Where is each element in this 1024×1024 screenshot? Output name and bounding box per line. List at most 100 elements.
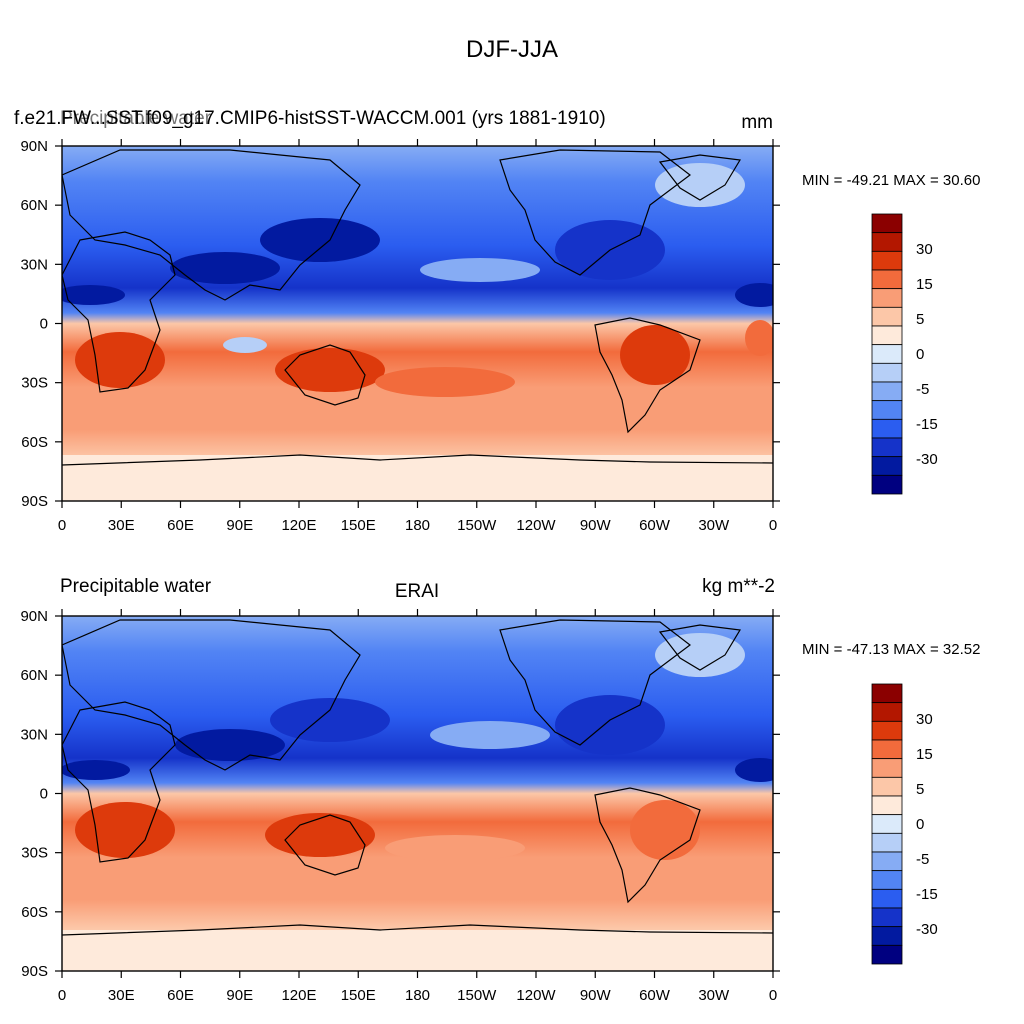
field-blob xyxy=(270,698,390,742)
x-tick-label: 120E xyxy=(281,517,316,534)
colorbar-swatch xyxy=(871,456,903,476)
x-tick-label: 30W xyxy=(698,517,730,534)
colorbar-swatch xyxy=(871,720,903,741)
panel2-variable-title: Precipitable water xyxy=(60,576,212,597)
y-tick-label: 60S xyxy=(21,904,48,921)
field-blob xyxy=(620,325,690,385)
y-tick-label: 90N xyxy=(20,138,48,155)
colorbar-swatch xyxy=(871,269,903,290)
colorbar-swatch xyxy=(871,795,903,816)
x-tick-label: 0 xyxy=(58,517,66,534)
field-blob xyxy=(655,633,745,677)
x-tick-label: 90W xyxy=(580,987,612,1004)
x-tick-label: 150W xyxy=(457,517,497,534)
y-tick-label: 0 xyxy=(40,316,48,333)
colorbar-swatch xyxy=(871,702,903,722)
colorbar-swatch xyxy=(871,362,903,383)
y-tick-label: 0 xyxy=(40,786,48,803)
colorbar-label: -15 xyxy=(916,416,938,433)
colorbar-label: 0 xyxy=(916,816,924,833)
x-tick-label: 150W xyxy=(457,987,497,1004)
y-tick-label: 90S xyxy=(21,963,48,980)
colorbar-label: 30 xyxy=(916,711,933,728)
y-tick-label: 60N xyxy=(20,667,48,684)
coastlines xyxy=(62,149,773,466)
field-blob xyxy=(223,337,267,353)
x-tick-label: 0 xyxy=(769,987,777,1004)
colorbar-swatch xyxy=(871,814,903,834)
colorbar-swatch xyxy=(871,325,903,346)
x-tick-label: 150E xyxy=(341,987,376,1004)
field-blob xyxy=(62,760,130,780)
coastline-south-america xyxy=(594,787,701,904)
x-tick-label: 180 xyxy=(405,517,430,534)
coastline-africa xyxy=(62,701,176,863)
coastline-eurasia xyxy=(62,149,361,301)
x-tick-label: 60W xyxy=(639,987,671,1004)
field-blob xyxy=(62,285,125,305)
field-blob xyxy=(175,729,285,761)
x-tick-label: 180 xyxy=(405,987,430,1004)
x-tick-label: 90W xyxy=(580,517,612,534)
colorbar-label: -30 xyxy=(916,921,938,938)
coastline-north-america xyxy=(499,149,691,276)
coastlines xyxy=(62,619,773,936)
colorbar-swatch xyxy=(871,739,903,760)
colorbar-swatch xyxy=(871,344,903,364)
y-tick-label: 30N xyxy=(20,256,48,273)
field-blob xyxy=(420,258,540,282)
x-tick-label: 60W xyxy=(639,517,671,534)
colorbar-swatch xyxy=(871,418,903,439)
x-tick-label: 30E xyxy=(108,987,135,1004)
map-field xyxy=(62,616,773,971)
coastline-australia xyxy=(284,344,366,406)
field-blob xyxy=(260,218,380,262)
field-band xyxy=(62,455,773,501)
field-blob xyxy=(555,695,665,755)
x-tick-label: 60E xyxy=(167,987,194,1004)
coastline-africa xyxy=(62,231,176,393)
colorbar-swatch xyxy=(871,474,903,495)
y-tick-label: 60S xyxy=(21,434,48,451)
x-tick-label: 30E xyxy=(108,517,135,534)
y-tick-label: 30S xyxy=(21,375,48,392)
x-tick-label: 0 xyxy=(58,987,66,1004)
y-tick-label: 30S xyxy=(21,845,48,862)
field-blob xyxy=(375,367,515,397)
colorbar-label: 15 xyxy=(916,746,933,763)
colorbar-label: -30 xyxy=(916,451,938,468)
panel-model: f.e21.FW...SST.f09_g17.CMIP6-histSST-WAC… xyxy=(14,108,980,534)
coastline-antarctica xyxy=(62,924,773,936)
coastline-australia xyxy=(284,814,366,876)
field-blob xyxy=(655,163,745,207)
field-blob xyxy=(735,283,773,307)
colorbar-swatch xyxy=(871,758,903,778)
colorbar-swatch xyxy=(871,776,903,797)
colorbar: 30 15 5 0 -5 -15 -30 xyxy=(871,683,938,965)
panel2-center-title: ERAI xyxy=(395,581,439,602)
field-band xyxy=(62,930,773,971)
colorbar-swatch xyxy=(871,851,903,872)
y-tick-label: 90S xyxy=(21,493,48,510)
colorbar-label: 5 xyxy=(916,311,924,328)
x-tick-label: 90E xyxy=(226,517,253,534)
min-max-label: MIN = -47.13 MAX = 32.52 xyxy=(802,641,980,658)
panel1-case-title: f.e21.FW...SST.f09_g17.CMIP6-histSST-WAC… xyxy=(14,108,606,129)
field-blob xyxy=(275,348,385,392)
colorbar-swatch xyxy=(871,232,903,252)
colorbar-swatch xyxy=(871,888,903,909)
colorbar-label: 15 xyxy=(916,276,933,293)
y-axis: 90N 60N 30N 0 30S 60S 90S xyxy=(20,138,780,510)
x-axis: 0 30E 60E 90E 120E 150E 180 150W 120W 90W 60W 30W 0 xyxy=(58,139,777,534)
colorbar-label: -5 xyxy=(916,851,929,868)
y-tick-label: 60N xyxy=(20,197,48,214)
coastline-greenland xyxy=(658,154,741,201)
coastline-antarctica xyxy=(62,454,773,466)
colorbar-swatch xyxy=(871,944,903,965)
colorbar-label: 0 xyxy=(916,346,924,363)
field-blob xyxy=(75,332,165,388)
colorbar-swatch xyxy=(871,907,903,928)
field-blob xyxy=(745,320,773,356)
panel2-units: kg m**-2 xyxy=(702,576,775,597)
